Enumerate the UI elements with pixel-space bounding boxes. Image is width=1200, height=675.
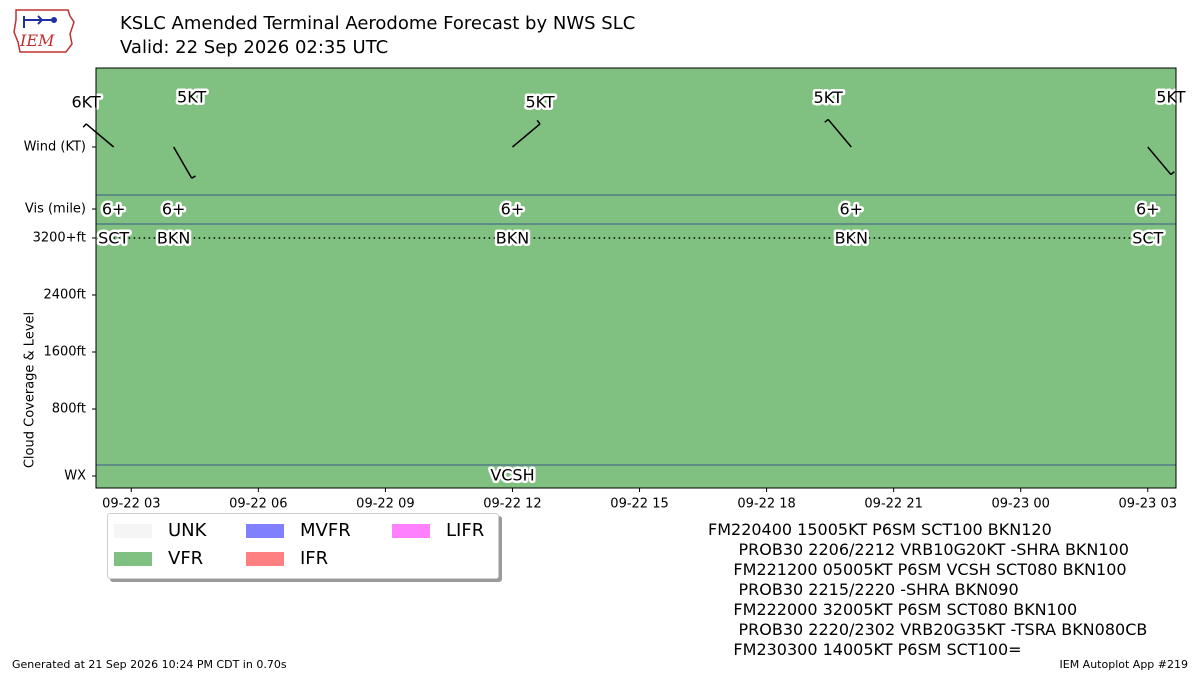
x-tick-label-5: 09-22 18	[737, 497, 795, 512]
taf-line-0: FM220400 15005KT P6SM SCT100 BKN120	[708, 520, 1052, 539]
wind-barb-staff-2	[511, 123, 541, 148]
x-tick-label-7: 09-23 00	[991, 497, 1049, 512]
x-tick-label-0: 09-22 03	[102, 497, 160, 512]
wind-barb-0	[82, 123, 115, 148]
wind-barb-flag-0	[82, 123, 87, 128]
visibility-label-4: 6+	[1136, 200, 1160, 219]
taf-line-5: PROB30 2220/2302 VRB20G35KT -TSRA BKN080…	[708, 620, 1148, 639]
x-tick-label-8: 09-23 03	[1119, 497, 1177, 512]
cloud-tick-label-3: 800ft	[52, 402, 86, 417]
visibility-label-2: 6+	[501, 200, 525, 219]
wind-barb-flag-3	[824, 118, 829, 123]
y-axis-title: Cloud Coverage & Level	[23, 312, 38, 468]
wind-barb-flag-4	[1170, 171, 1175, 176]
legend-label: MVFR	[300, 520, 351, 541]
vfr-category-band	[96, 68, 1176, 488]
wind-barb-flag-1	[191, 175, 196, 179]
legend-swatch	[392, 523, 430, 538]
plot-frame	[95, 67, 1177, 489]
wind-speed-label-4: 5KT	[1156, 88, 1185, 107]
legend-item-vfr: VFR	[114, 548, 203, 569]
legend-swatch	[114, 523, 152, 538]
legend-swatch	[246, 523, 284, 538]
x-tick-label-3: 09-22 12	[483, 497, 541, 512]
x-tick-label-4: 09-22 15	[610, 497, 668, 512]
legend-label: VFR	[168, 548, 204, 569]
wind-barb-1	[172, 146, 196, 179]
taf-line-2: FM221200 05005KT P6SM VCSH SCT080 BKN100	[708, 560, 1127, 579]
wind-speed-label-1: 5KT	[177, 88, 206, 107]
x-tick-label-2: 09-22 09	[356, 497, 414, 512]
cloud-tick-label-0: 3200+ft	[33, 231, 86, 246]
taf-line-1: PROB30 2206/2212 VRB10G20KT -SHRA BKN100	[708, 540, 1129, 559]
cloud-coverage-label-2: BKN	[496, 229, 529, 248]
taf-line-6: FM230300 14005KT P6SM SCT100=	[708, 640, 1022, 659]
raw-taf-text: FM220400 15005KT P6SM SCT100 BKN120 PROB…	[708, 520, 1147, 660]
cloud-coverage-label-3: BKN	[835, 229, 868, 248]
wind-barb-staff-0	[85, 123, 115, 148]
cloud-coverage-label-0: SCT	[98, 229, 129, 248]
wind-barb-4	[1147, 146, 1175, 176]
wind-speed-label-0: 6KT	[71, 92, 100, 111]
wind-speed-label-3: 5KT	[814, 88, 843, 107]
visibility-label-0: 6+	[102, 200, 126, 219]
logo-text: IEM	[19, 31, 55, 50]
legend-label: UNK	[168, 520, 207, 541]
cloud-tick-label-2: 1600ft	[43, 345, 86, 360]
wx-axis-label: WX	[64, 469, 86, 484]
wind-barb-staff-1	[172, 146, 193, 179]
legend-swatch	[246, 551, 284, 566]
flight-category-legend: UNK VFR MVFR IFR LIFR	[107, 513, 499, 579]
generated-timestamp: Generated at 21 Sep 2026 10:24 PM CDT in…	[12, 658, 287, 671]
chart-title: KSLC Amended Terminal Aerodome Forecast …	[120, 13, 636, 34]
cloud-coverage-label-1: BKN	[157, 229, 190, 248]
y-row-label-vis: Vis (mile)	[25, 202, 86, 217]
legend-item-mvfr: MVFR	[246, 520, 351, 541]
cloud-coverage-label-4: SCT	[1132, 229, 1163, 248]
iem-logo: IEM	[13, 9, 75, 53]
cloud-tick-label-1: 2400ft	[43, 288, 86, 303]
wind-barb-flag-2	[536, 119, 541, 125]
taf-line-3: PROB30 2215/2220 -SHRA BKN090	[708, 580, 1019, 599]
visibility-label-3: 6+	[839, 200, 863, 219]
wind-barb-staff-3	[827, 118, 852, 148]
x-tick-label-1: 09-22 06	[229, 497, 287, 512]
wind-barb-3	[824, 118, 852, 148]
legend-item-unk: UNK	[114, 520, 206, 541]
valid-time-subtitle: Valid: 22 Sep 2026 02:35 UTC	[120, 37, 389, 58]
legend-label: LIFR	[446, 520, 485, 541]
visibility-label-1: 6+	[162, 200, 186, 219]
wind-barb-staff-4	[1147, 146, 1172, 176]
y-row-label-wind: Wind (KT)	[24, 140, 86, 155]
legend-label: IFR	[300, 548, 329, 569]
taf-line-4: FM222000 32005KT P6SM SCT080 BKN100	[708, 600, 1078, 619]
legend-swatch	[114, 551, 152, 566]
weather-vane-icon	[23, 15, 54, 28]
wind-speed-label-2: 5KT	[525, 92, 554, 111]
autoplot-app-id: IEM Autoplot App #219	[1059, 658, 1189, 671]
legend-item-ifr: IFR	[246, 548, 328, 569]
weather-label-2: VCSH	[490, 466, 534, 485]
wind-barb-2	[511, 119, 541, 148]
x-tick-label-6: 09-22 21	[864, 497, 922, 512]
legend-item-lifr: LIFR	[392, 520, 484, 541]
